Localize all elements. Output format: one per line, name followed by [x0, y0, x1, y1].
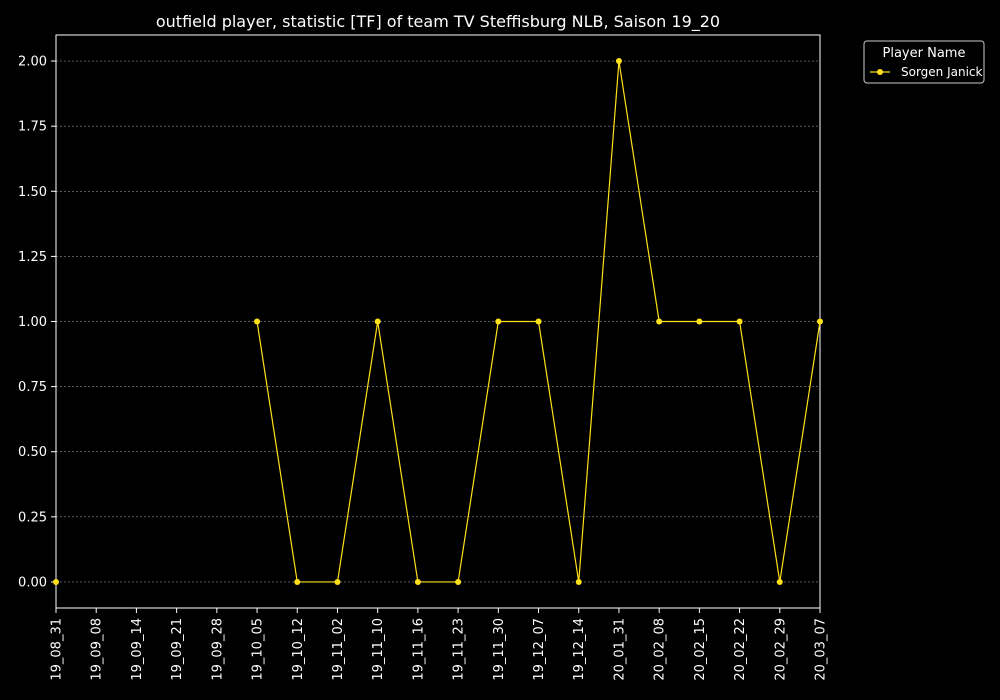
data-point	[374, 318, 381, 325]
legend-series-marker	[877, 69, 883, 75]
x-tick-label: 19_09_08	[90, 618, 105, 681]
y-tick-label: 1.75	[18, 120, 47, 135]
data-point	[817, 318, 823, 325]
data-point	[656, 318, 663, 325]
y-tick-label: 0.50	[18, 445, 47, 460]
data-point	[615, 58, 622, 65]
x-tick-label: 19_10_05	[251, 618, 266, 681]
data-point	[414, 578, 421, 585]
chart-title: outfield player, statistic [TF] of team …	[156, 12, 720, 32]
x-tick-label: 20_03_07	[814, 618, 829, 681]
x-axis: 19_08_31 19_09_08 19_09_14 19_09_21 19_09_28…	[50, 608, 829, 681]
y-tick-label: 0.25	[18, 510, 47, 525]
x-tick-label: 19_09_14	[130, 618, 145, 681]
x-tick-label: 19_09_28	[210, 618, 225, 681]
series-layer	[53, 58, 823, 585]
data-point	[334, 578, 341, 585]
x-tick-label: 19_08_31	[50, 618, 65, 681]
x-tick-label: 19_11_10	[371, 618, 386, 681]
x-tick-label: 20_02_22	[733, 618, 748, 681]
data-point	[736, 318, 743, 325]
data-point	[53, 578, 59, 585]
x-tick-label: 19_11_16	[411, 618, 426, 681]
x-tick-label: 19_11_02	[331, 618, 346, 681]
x-tick-label: 20_01_31	[612, 618, 627, 681]
legend-title: Player Name	[883, 46, 966, 61]
x-tick-label: 20_02_29	[773, 618, 788, 681]
data-point	[455, 578, 462, 585]
y-axis: 0.00 0.25 0.50 0.75 1.00 1.25 1.50 1.75 2.00	[18, 55, 56, 590]
data-point	[575, 578, 582, 585]
legend-series-label: Sorgen Janick	[901, 65, 983, 79]
x-tick-label: 19_10_12	[291, 618, 306, 681]
x-tick-label: 19_11_23	[452, 618, 467, 681]
data-point	[696, 318, 703, 325]
data-point	[776, 578, 783, 585]
y-tick-label: 2.00	[18, 55, 47, 70]
data-point	[294, 578, 301, 585]
data-point	[254, 318, 261, 325]
data-point	[535, 318, 542, 325]
x-tick-label: 20_02_08	[653, 618, 668, 681]
y-tick-label: 0.00	[18, 575, 47, 590]
x-tick-label: 19_11_30	[492, 618, 507, 681]
x-tick-label: 19_12_07	[532, 618, 547, 681]
x-tick-label: 19_12_14	[572, 618, 587, 681]
legend: Player Name Sorgen Janick	[863, 40, 985, 84]
x-tick-label: 19_09_21	[170, 618, 185, 681]
y-tick-label: 1.50	[18, 185, 47, 200]
legend-box	[863, 40, 985, 84]
x-tick-label: 20_02_15	[693, 618, 708, 681]
y-tick-label: 0.75	[18, 380, 47, 395]
y-tick-label: 1.00	[18, 315, 47, 330]
data-point	[495, 318, 502, 325]
y-tick-label: 1.25	[18, 250, 47, 265]
